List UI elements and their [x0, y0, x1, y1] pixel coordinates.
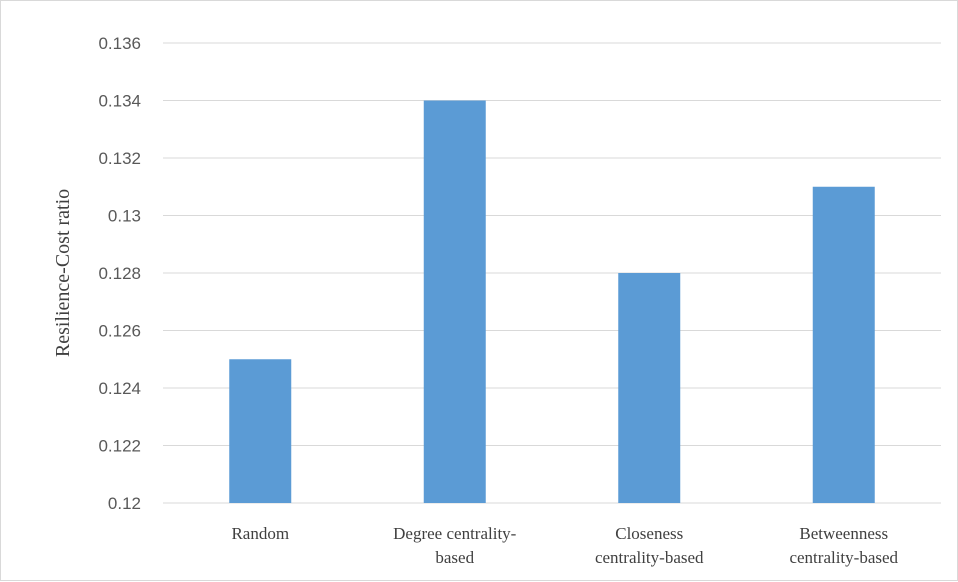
y-tick-label: 0.126 — [98, 322, 141, 341]
x-category-labels: Random Degree centrality-based Closeness ce… — [231, 524, 898, 567]
x-category-label: Random — [231, 524, 289, 543]
y-tick-label: 0.134 — [98, 92, 141, 111]
y-tick-label: 0.13 — [108, 207, 141, 226]
x-category-label: centrality-based — [789, 548, 898, 567]
y-tick-label: 0.12 — [108, 494, 141, 513]
bar — [423, 100, 486, 503]
bars — [229, 100, 875, 503]
bar — [812, 186, 875, 503]
y-tick-label: 0.128 — [98, 264, 141, 283]
x-category-label: centrality-based — [595, 548, 704, 567]
bar — [229, 359, 292, 503]
bar — [618, 273, 681, 503]
x-category-label: Closeness — [615, 524, 683, 543]
x-category-label: Degree centrality- — [393, 524, 517, 543]
gridlines — [163, 42, 941, 504]
x-category-label: based — [435, 548, 474, 567]
y-tick-label: 0.136 — [98, 34, 141, 53]
y-tick-label: 0.132 — [98, 149, 141, 168]
y-tick-label: 0.122 — [98, 437, 141, 456]
y-axis-title: Resilience-Cost ratio — [52, 189, 74, 357]
x-category-label: Betweenness — [799, 524, 888, 543]
y-tick-labels: 0.12 0.122 0.124 0.126 0.128 0.13 0.132 0.134 0.… — [98, 34, 141, 513]
y-tick-label: 0.124 — [98, 379, 141, 398]
